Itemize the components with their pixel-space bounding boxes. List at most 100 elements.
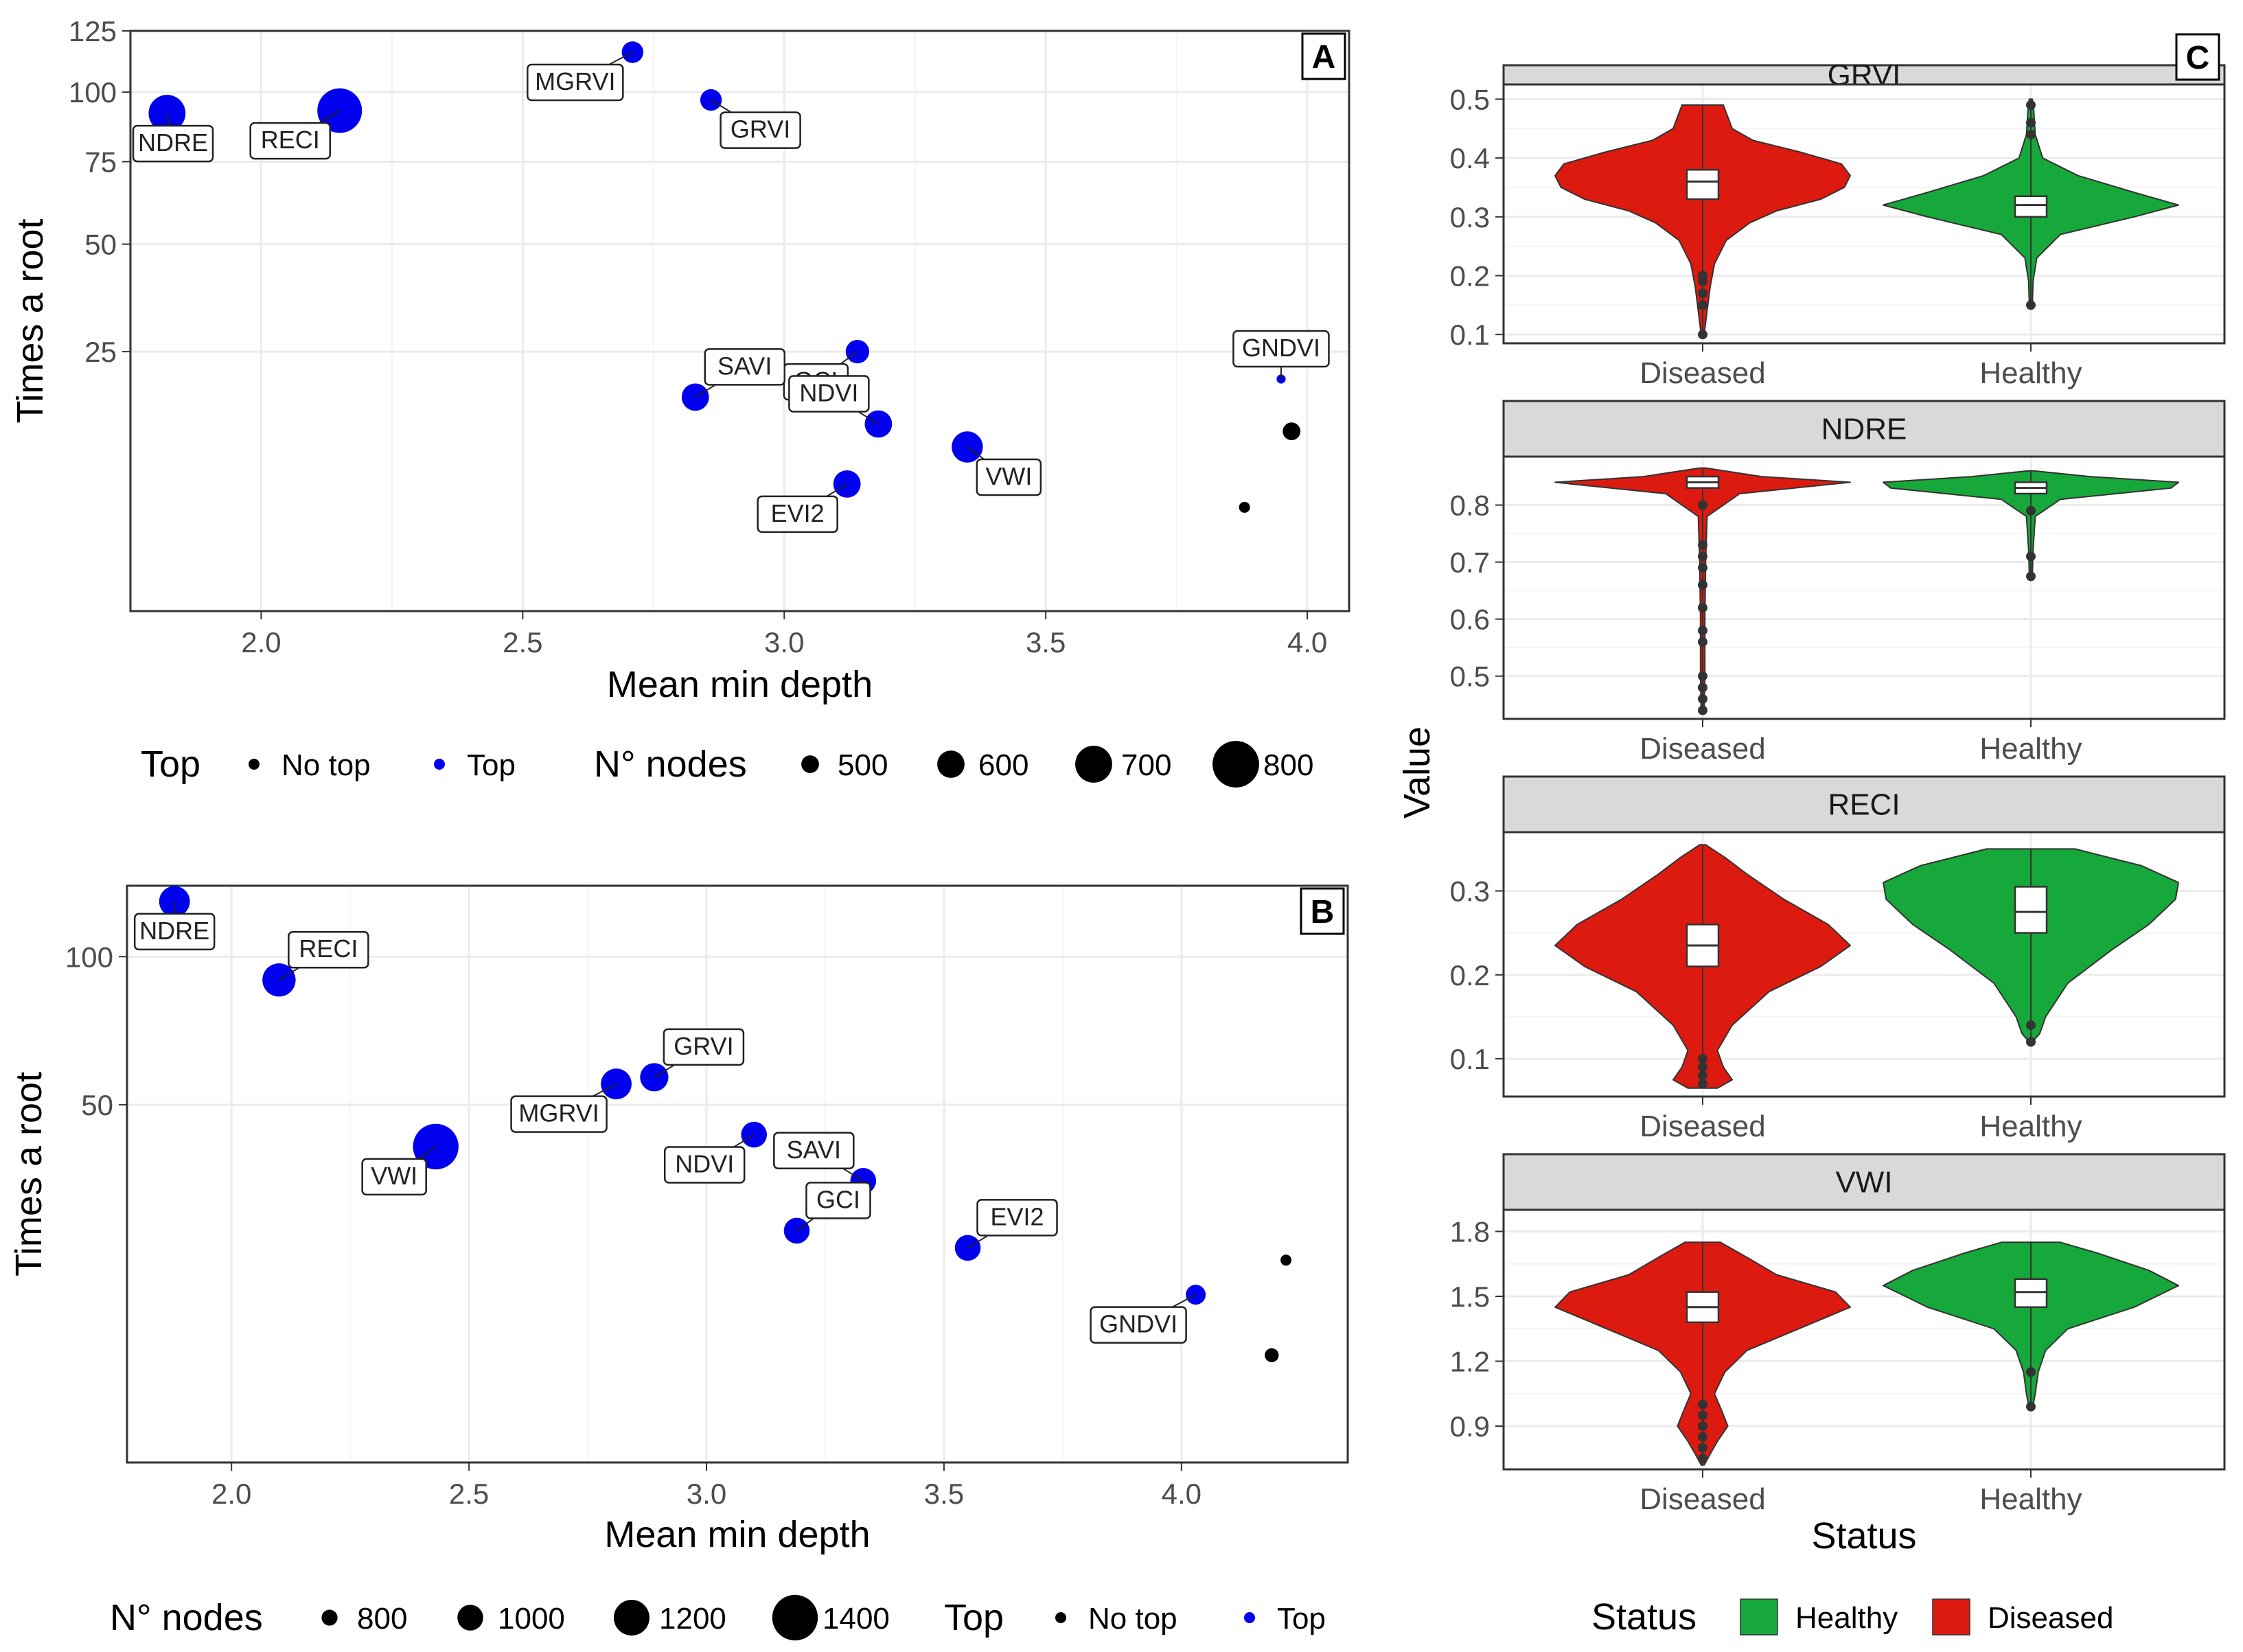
data-label-box — [510, 1095, 608, 1133]
outlier — [1698, 562, 1707, 573]
y-tick-label: 100 — [69, 76, 117, 108]
data-label: RECI — [299, 934, 358, 963]
data-point — [681, 383, 709, 411]
y-tick-label: 0.5 — [1450, 83, 1490, 115]
data-label: EVI2 — [991, 1202, 1044, 1230]
y-tick-label: 1.2 — [1450, 1346, 1490, 1378]
legend-key — [1212, 741, 1259, 788]
outlier — [1698, 1079, 1707, 1089]
data-label: GNDVI — [1099, 1310, 1177, 1338]
data-label-box — [757, 495, 838, 534]
data-label: RECI — [261, 126, 320, 154]
data-label-box — [288, 930, 369, 969]
facet-strip — [1502, 64, 2226, 86]
outlier — [1698, 1454, 1707, 1464]
data-label: MGRVI — [518, 1099, 599, 1127]
outlier — [1698, 1421, 1707, 1431]
panel-tag: C — [2186, 40, 2210, 76]
outlier — [1698, 603, 1707, 613]
data-label-box — [976, 1199, 1058, 1237]
data-label: NDRE — [138, 128, 208, 157]
facet-vwi: VWI 0.9 1.2 1.5 1.8 Diseased Healthy — [1450, 1153, 2226, 1516]
x-tick-label: Healthy — [1979, 356, 2082, 390]
y-axis-title: Value — [1396, 726, 1438, 818]
data-point — [954, 1235, 981, 1261]
y-tick-label: 1.5 — [1450, 1281, 1490, 1313]
data-label-box — [1232, 330, 1330, 368]
y-axis-title: Times a root — [8, 1072, 49, 1276]
panel-tag: A — [1312, 39, 1336, 76]
y-tick-label: 0.1 — [1450, 1043, 1490, 1075]
facet-title: NDRE — [1821, 413, 1907, 446]
x-tick-label: Diseased — [1640, 732, 1765, 766]
legend-key — [249, 759, 260, 770]
x-tick-label: 4.0 — [1162, 1478, 1201, 1510]
legend-label: 1000 — [498, 1602, 565, 1636]
panel-tag: B — [1311, 894, 1335, 930]
data-label-box — [704, 348, 785, 386]
data-label-box — [133, 913, 216, 951]
facet-strip — [1502, 400, 2226, 458]
data-point — [1282, 422, 1301, 441]
outlier — [1698, 330, 1707, 340]
data-label: SAVI — [717, 352, 772, 380]
legend-key — [772, 1594, 818, 1641]
y-tick-label: 75 — [84, 146, 117, 178]
legend-label: 600 — [978, 748, 1028, 782]
data-label: GNDVI — [1242, 334, 1320, 362]
x-axis-title: Mean min depth — [607, 664, 873, 705]
legend-key — [457, 1605, 483, 1631]
box — [2014, 886, 2048, 934]
box — [1686, 168, 1720, 200]
data-label-box — [527, 63, 624, 102]
legend-key — [1932, 1598, 1970, 1636]
outlier — [2026, 117, 2036, 128]
panel-tag-box — [1301, 32, 1346, 80]
outlier — [1698, 705, 1707, 715]
outlier — [2026, 1020, 2036, 1031]
y-axis-title: Times a root — [10, 218, 51, 423]
data-label: NDVI — [799, 378, 858, 406]
outlier — [2026, 1401, 2036, 1412]
outlier — [2026, 505, 2036, 516]
y-tick-label: 0.1 — [1450, 319, 1490, 351]
outlier — [1698, 1410, 1707, 1421]
outlier — [1698, 551, 1707, 562]
outlier — [1698, 500, 1707, 510]
x-tick-label: Diseased — [1640, 1110, 1765, 1143]
data-label-box — [1090, 1306, 1187, 1344]
outlier — [1698, 300, 1707, 310]
legend-key — [1244, 1612, 1255, 1623]
data-label: VWI — [985, 462, 1032, 490]
outlier — [1698, 693, 1707, 704]
legend-label: Top — [1277, 1602, 1326, 1636]
data-label-box — [132, 124, 214, 163]
legend-key — [1740, 1598, 1778, 1636]
x-tick-label: 2.0 — [211, 1478, 251, 1510]
legend-key — [1075, 746, 1112, 783]
legend-title: Status — [1591, 1596, 1696, 1638]
data-point — [317, 88, 363, 133]
outlier — [1698, 288, 1707, 299]
y-tick-label: 0.2 — [1450, 959, 1490, 991]
legend-title: N° nodes — [110, 1597, 263, 1638]
data-label: NDVI — [675, 1150, 734, 1178]
y-tick-label: 25 — [84, 336, 117, 368]
legend-label: 800 — [357, 1602, 407, 1636]
legend-label: 500 — [838, 748, 888, 782]
legend-key — [801, 755, 819, 773]
data-point — [1265, 1348, 1279, 1362]
data-point — [783, 1217, 810, 1244]
data-point — [1280, 1254, 1292, 1266]
data-point — [1239, 501, 1250, 513]
data-label: EVI2 — [771, 499, 825, 527]
outlier — [1698, 580, 1707, 590]
legend-label: No top — [1088, 1602, 1177, 1636]
x-axis-title: Status — [1811, 1515, 1916, 1557]
data-label: MGRVI — [535, 67, 615, 95]
legend-label: No top — [281, 748, 371, 782]
legend-key — [614, 1600, 649, 1636]
data-label-box — [663, 1028, 745, 1066]
panel-border — [126, 884, 1349, 1464]
x-tick-label: 2.0 — [241, 626, 281, 658]
